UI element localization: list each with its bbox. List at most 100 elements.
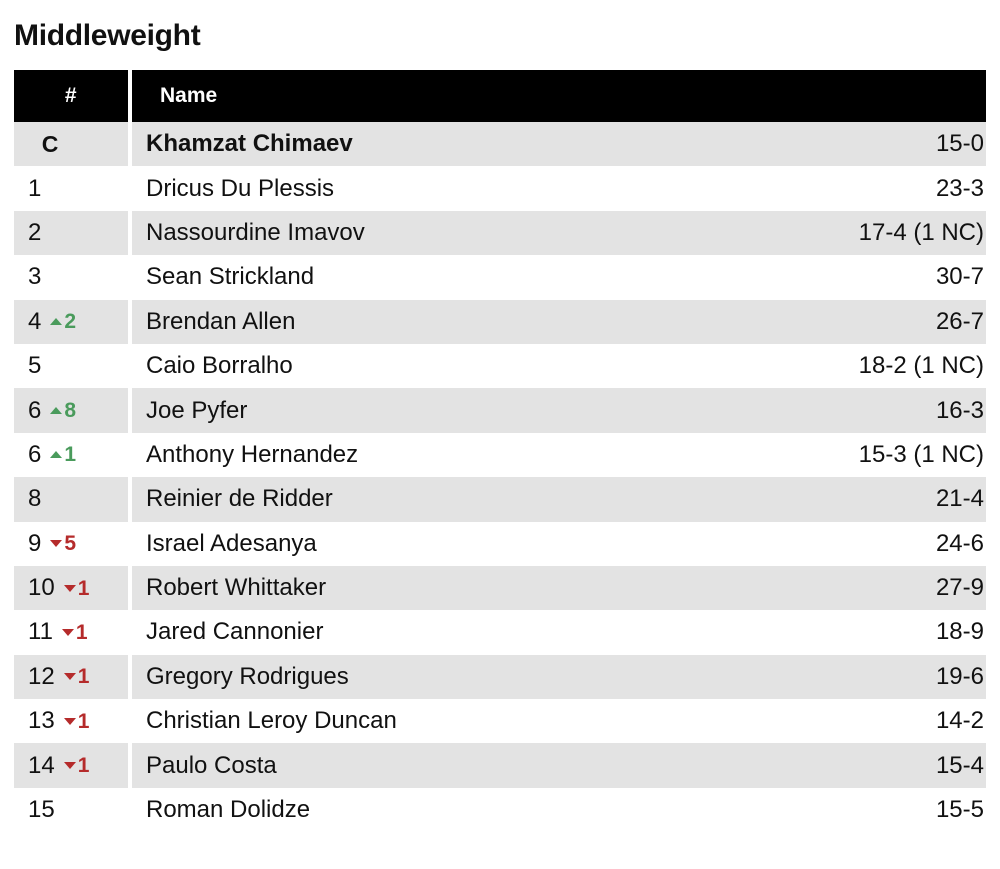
table-row[interactable]: 15 Roman Dolidze 15-5 bbox=[14, 787, 986, 833]
table-row[interactable]: 6 8 Joe Pyfer 16-3 bbox=[14, 388, 986, 433]
rank-group: 5 bbox=[14, 354, 128, 378]
cell-name-record: Gregory Rodrigues 19-6 bbox=[132, 654, 986, 700]
fighter-record: 19-6 bbox=[935, 662, 984, 690]
cell-name-record: Roman Dolidze 15-5 bbox=[132, 787, 986, 833]
fighter-record: 24-6 bbox=[935, 529, 984, 557]
fighter-record: 26-7 bbox=[935, 307, 984, 335]
table-row[interactable]: 9 5 Israel Adesanya 24-6 bbox=[14, 521, 986, 566]
rank-group: C bbox=[14, 130, 128, 157]
rank-change-amount: 1 bbox=[77, 709, 90, 733]
table-row[interactable]: 14 1 Paulo Costa 15-4 bbox=[14, 743, 986, 788]
rank-number: 13 bbox=[28, 707, 55, 735]
cell-name-record: Dricus Du Plessis 23-3 bbox=[132, 166, 986, 211]
fighter-name[interactable]: Roman Dolidze bbox=[146, 796, 311, 824]
table-row[interactable]: 2 Nassourdine Imavov 17-4 (1 NC) bbox=[14, 210, 986, 256]
rank-group: 10 1 bbox=[14, 576, 128, 600]
fighter-name[interactable]: Joe Pyfer bbox=[146, 396, 248, 424]
arrow-up-icon bbox=[50, 318, 63, 326]
table-row[interactable]: 8 Reinier de Ridder 21-4 bbox=[14, 477, 986, 522]
table-row[interactable]: 10 1 Robert Whittaker 27-9 bbox=[14, 565, 986, 611]
rank-change-indicator: 1 bbox=[63, 665, 90, 689]
column-divider bbox=[128, 477, 132, 522]
column-divider bbox=[128, 743, 132, 788]
cell-rank: 8 bbox=[14, 477, 128, 522]
table-row[interactable]: 6 1 Anthony Hernandez 15-3 (1 NC) bbox=[14, 432, 986, 478]
rank-change-amount: 1 bbox=[77, 665, 90, 689]
rank-change-amount: 2 bbox=[64, 310, 77, 334]
rank-change-amount: 1 bbox=[77, 754, 90, 778]
column-divider bbox=[128, 166, 132, 211]
table-row[interactable]: C Khamzat Chimaev 15-0 bbox=[14, 122, 986, 167]
rank-change-amount: 8 bbox=[64, 399, 77, 423]
fighter-name[interactable]: Paulo Costa bbox=[146, 751, 277, 779]
fighter-record: 17-4 (1 NC) bbox=[858, 218, 984, 246]
arrow-down-icon bbox=[63, 762, 76, 770]
rank-change-indicator: 2 bbox=[50, 311, 76, 332]
fighter-record: 15-0 bbox=[935, 130, 984, 158]
table-row[interactable]: 12 1 Gregory Rodrigues 19-6 bbox=[14, 654, 986, 700]
fighter-name[interactable]: Caio Borralho bbox=[146, 352, 293, 380]
page-title: Middleweight bbox=[14, 19, 201, 52]
rank-group: 8 bbox=[14, 487, 128, 511]
table-row[interactable]: 4 2 Brendan Allen 26-7 bbox=[14, 299, 986, 344]
fighter-name[interactable]: Nassourdine Imavov bbox=[146, 218, 365, 246]
column-divider bbox=[128, 787, 132, 833]
rank-number: 5 bbox=[28, 352, 42, 380]
fighter-name[interactable]: Christian Leroy Duncan bbox=[146, 707, 397, 735]
fighter-record: 16-3 bbox=[935, 396, 984, 424]
cell-name-record: Anthony Hernandez 15-3 (1 NC) bbox=[132, 432, 986, 478]
table-row[interactable]: 3 Sean Strickland 30-7 bbox=[14, 255, 986, 300]
cell-name-record: Nassourdine Imavov 17-4 (1 NC) bbox=[132, 210, 986, 256]
column-divider bbox=[128, 565, 132, 611]
fighter-name[interactable]: Anthony Hernandez bbox=[146, 440, 359, 468]
column-divider bbox=[128, 70, 132, 122]
rank-group: 12 1 bbox=[14, 662, 128, 690]
column-divider bbox=[128, 432, 132, 478]
cell-rank: 10 1 bbox=[14, 565, 128, 611]
arrow-down-icon bbox=[63, 717, 76, 725]
fighter-record: 27-9 bbox=[935, 574, 984, 602]
fighter-name[interactable]: Sean Strickland bbox=[146, 263, 315, 291]
arrow-up-icon bbox=[50, 407, 63, 415]
rank-number: 8 bbox=[28, 485, 42, 513]
column-divider bbox=[128, 343, 132, 389]
cell-name-record: Sean Strickland 30-7 bbox=[132, 255, 986, 300]
fighter-name[interactable]: Reinier de Ridder bbox=[146, 485, 333, 513]
rank-number: 12 bbox=[28, 662, 55, 690]
fighter-name[interactable]: Robert Whittaker bbox=[146, 574, 327, 602]
column-divider bbox=[128, 610, 132, 655]
fighter-record: 15-3 (1 NC) bbox=[858, 440, 984, 468]
rank-group: 1 bbox=[14, 174, 128, 202]
rank-number: 4 bbox=[28, 307, 42, 335]
table-row[interactable]: 5 Caio Borralho 18-2 (1 NC) bbox=[14, 343, 986, 389]
champion-badge: C bbox=[41, 130, 59, 157]
cell-name-record: Caio Borralho 18-2 (1 NC) bbox=[132, 343, 986, 389]
fighter-name[interactable]: Jared Cannonier bbox=[146, 618, 324, 646]
rank-group: 15 bbox=[14, 798, 128, 822]
rankings-table: # Name C Khamzat Chimaev 15-0 1 Dricus Du Pl… bbox=[14, 70, 986, 833]
fighter-name[interactable]: Dricus Du Plessis bbox=[146, 174, 335, 202]
cell-rank: 14 1 bbox=[14, 743, 128, 788]
fighter-name[interactable]: Israel Adesanya bbox=[146, 529, 317, 557]
cell-rank: 1 bbox=[14, 166, 128, 211]
table-row[interactable]: 1 Dricus Du Plessis 23-3 bbox=[14, 166, 986, 211]
table-header-row: # Name bbox=[14, 70, 986, 122]
rank-number: 11 bbox=[28, 618, 53, 646]
rank-number: 1 bbox=[28, 174, 42, 202]
fighter-name[interactable]: Gregory Rodrigues bbox=[146, 662, 349, 690]
table-row[interactable]: 13 1 Christian Leroy Duncan 14-2 bbox=[14, 699, 986, 744]
cell-rank: 3 bbox=[14, 255, 128, 300]
rank-change-indicator: 8 bbox=[50, 400, 76, 421]
header-cell-name: Name bbox=[132, 70, 986, 122]
header-label-name: Name bbox=[160, 84, 218, 107]
column-divider bbox=[128, 210, 132, 256]
fighter-name[interactable]: Brendan Allen bbox=[146, 307, 296, 335]
fighter-name[interactable]: Khamzat Chimaev bbox=[146, 130, 353, 158]
column-divider bbox=[128, 654, 132, 700]
table-row[interactable]: 11 1 Jared Cannonier 18-9 bbox=[14, 610, 986, 655]
cell-rank: 13 1 bbox=[14, 699, 128, 744]
